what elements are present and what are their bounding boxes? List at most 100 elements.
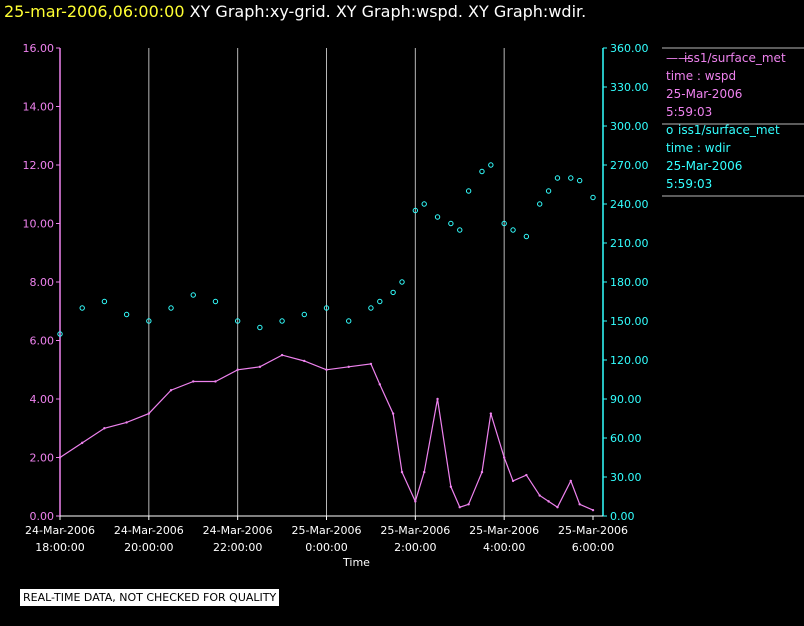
y-right-tick-label: 240.00 [610,198,649,211]
wdir-point [488,162,494,168]
wspd-point [81,441,84,445]
wdir-point [79,305,85,311]
wspd-point [391,412,395,415]
x-tick-label-date: 24-Mar-2006 [25,524,95,537]
wspd-point [414,500,417,503]
wspd-point [525,473,528,477]
wspd-point [400,470,404,474]
x-tick-label-time: 4:00:00 [483,541,525,554]
wdir-point [545,188,552,194]
x-tick-label-date: 25-Mar-2006 [558,524,628,537]
y-left-tick-label: 2.00 [30,452,55,465]
wspd-point [502,456,506,459]
quality-disclaimer: REAL-TIME DATA, NOT CHECKED FOR QUALITY [20,589,280,606]
wdir-point [190,292,196,298]
wdir-point [234,318,241,324]
legend-marker: —— [666,51,690,65]
wspd-point [192,380,195,383]
wdir-point [434,214,441,220]
wdir-point [501,220,507,227]
wspd-point [489,412,493,415]
wspd-point [467,503,470,506]
wspd-point [236,368,239,371]
x-tick-label-time: 0:00:00 [305,541,347,554]
wdir-point [123,311,130,318]
wdir-point [510,227,516,233]
y-right-tick-label: 270.00 [610,159,649,172]
wspd-point [578,503,581,506]
y-right-tick-label: 360.00 [610,42,649,55]
wspd-point [280,353,284,357]
wdir-point [212,298,219,305]
wdir-point [168,305,174,311]
wspd-point [480,470,484,474]
wdir-point [576,177,583,184]
y-right-tick-label: 300.00 [610,120,649,133]
wspd-point [511,479,515,483]
y-left-tick-label: 10.00 [23,218,55,231]
wspd-point [125,421,128,424]
y-left-tick-label: 16.00 [23,42,55,55]
wdir-point [554,175,561,181]
wdir-point [590,194,596,201]
x-tick-label-time: 18:00:00 [35,541,84,554]
wspd-point [436,397,439,401]
x-tick-label-time: 20:00:00 [124,541,173,554]
legend-time: 5:59:03 [666,105,712,119]
x-tick-label-date: 25-Mar-2006 [380,524,450,537]
y-right-tick-label: 150.00 [610,315,649,328]
y-left-tick-label: 14.00 [23,101,55,114]
wspd-point [449,485,453,488]
chart-title: 25-mar-2006,06:00:00 XY Graph:xy-grid. X… [4,2,586,21]
y-right-tick-label: 210.00 [610,237,649,250]
y-right-tick-label: 60.00 [610,432,642,445]
y-right-tick-label: 90.00 [610,393,642,406]
y-left-tick-label: 8.00 [30,276,55,289]
x-tick-label-date: 25-Mar-2006 [469,524,539,537]
legend-name: iss1/surface_met [684,51,786,65]
wdir-point [323,305,330,311]
legend-field: time : wspd [666,69,736,83]
wdir-point [101,298,108,305]
wdir-point [465,188,472,194]
legend-date: 25-Mar-2006 [666,159,742,173]
graph-names: XY Graph:xy-grid. XY Graph:wspd. XY Grap… [189,2,587,21]
x-axis-label: Time [342,556,370,569]
wdir-point [377,298,383,305]
wdir-point [448,220,454,227]
wdir-point [568,175,574,181]
legend-field: time : wdir [666,141,731,155]
wspd-point [303,359,306,363]
wdir-point [301,311,307,318]
wspd-point [147,412,151,415]
wspd-point [556,506,559,509]
wspd-point [591,508,595,512]
wspd-point [103,427,106,430]
wspd-point [547,500,550,503]
y-right-tick-label: 180.00 [610,276,649,289]
legend-date: 25-Mar-2006 [666,87,742,101]
wspd-point [458,506,461,509]
y-right-tick-label: 30.00 [610,471,642,484]
wspd-point [538,494,541,497]
x-tick-label-time: 22:00:00 [213,541,262,554]
y-right-tick-label: 0.00 [610,510,635,523]
y-left-tick-label: 0.00 [30,510,55,523]
wspd-point [569,479,572,483]
wdir-point [57,331,63,337]
x-tick-label-time: 2:00:00 [394,541,436,554]
wdir-point [368,305,374,311]
wspd-point [347,365,350,369]
y-left-tick-label: 6.00 [30,335,55,348]
wdir-point [390,289,396,296]
wspd-point [169,389,173,392]
y-left-tick-label: 12.00 [23,159,55,172]
x-tick-label-date: 24-Mar-2006 [203,524,273,537]
wdir-point [537,201,543,207]
wdir-point [412,207,419,214]
legend-marker: o [666,123,673,137]
wspd-point [378,383,381,386]
wdir-point [279,318,285,324]
x-tick-label-date: 24-Mar-2006 [114,524,184,537]
